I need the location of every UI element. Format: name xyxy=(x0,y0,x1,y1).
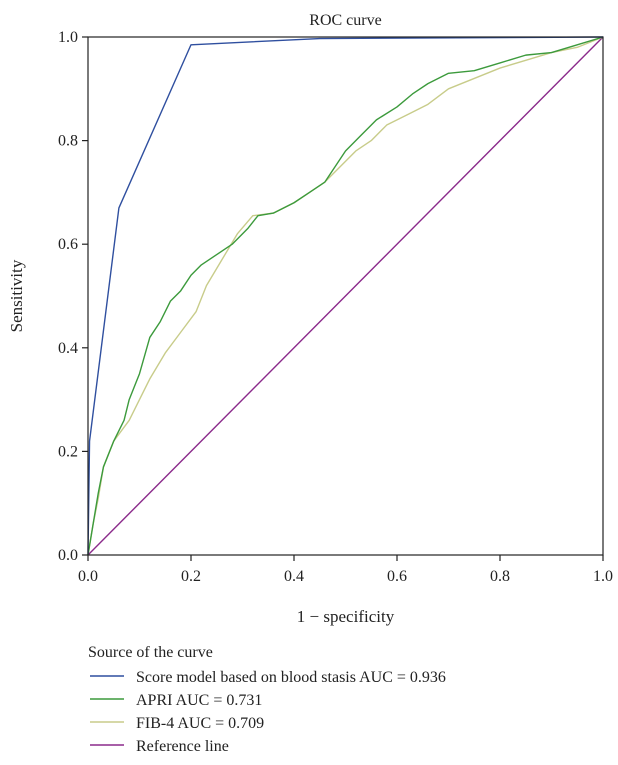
plot-frame xyxy=(87,36,604,556)
x-tick-label: 0.6 xyxy=(387,568,407,585)
x-tick-label: 0.8 xyxy=(490,568,510,585)
series-line-1 xyxy=(87,36,604,556)
y-tick-label: 0.0 xyxy=(58,547,78,564)
chart-title: ROC curve xyxy=(309,12,381,29)
legend-title: Source of the curve xyxy=(88,644,213,661)
x-tick-label: 0.4 xyxy=(284,568,304,585)
y-axis-ticks: 0.0 0.2 0.4 0.6 0.8 1.0 xyxy=(58,29,88,564)
legend-label: Score model based on blood stasis AUC = … xyxy=(136,669,446,686)
y-tick-label: 0.6 xyxy=(58,236,78,253)
legend-label: APRI AUC = 0.731 xyxy=(136,692,262,709)
legend: Source of the curve Score model based on… xyxy=(88,644,446,755)
legend-label: Reference line xyxy=(136,738,229,755)
x-tick-label: 0.2 xyxy=(181,568,201,585)
x-tick-label: 1.0 xyxy=(593,568,613,585)
x-axis-ticks: 0.0 0.2 0.4 0.6 0.8 1.0 xyxy=(78,555,613,585)
series-line-4 xyxy=(87,36,604,556)
y-tick-label: 1.0 xyxy=(58,29,78,46)
plot-lines xyxy=(87,36,604,556)
x-axis-title: 1 − specificity xyxy=(297,607,395,626)
x-tick-label: 0.0 xyxy=(78,568,98,585)
y-tick-label: 0.8 xyxy=(58,133,78,150)
y-axis-title: Sensitivity xyxy=(7,259,26,332)
series-line-2 xyxy=(87,36,604,556)
y-tick-label: 0.4 xyxy=(58,340,78,357)
legend-label: FIB-4 AUC = 0.709 xyxy=(136,715,264,732)
y-tick-label: 0.2 xyxy=(58,443,78,460)
